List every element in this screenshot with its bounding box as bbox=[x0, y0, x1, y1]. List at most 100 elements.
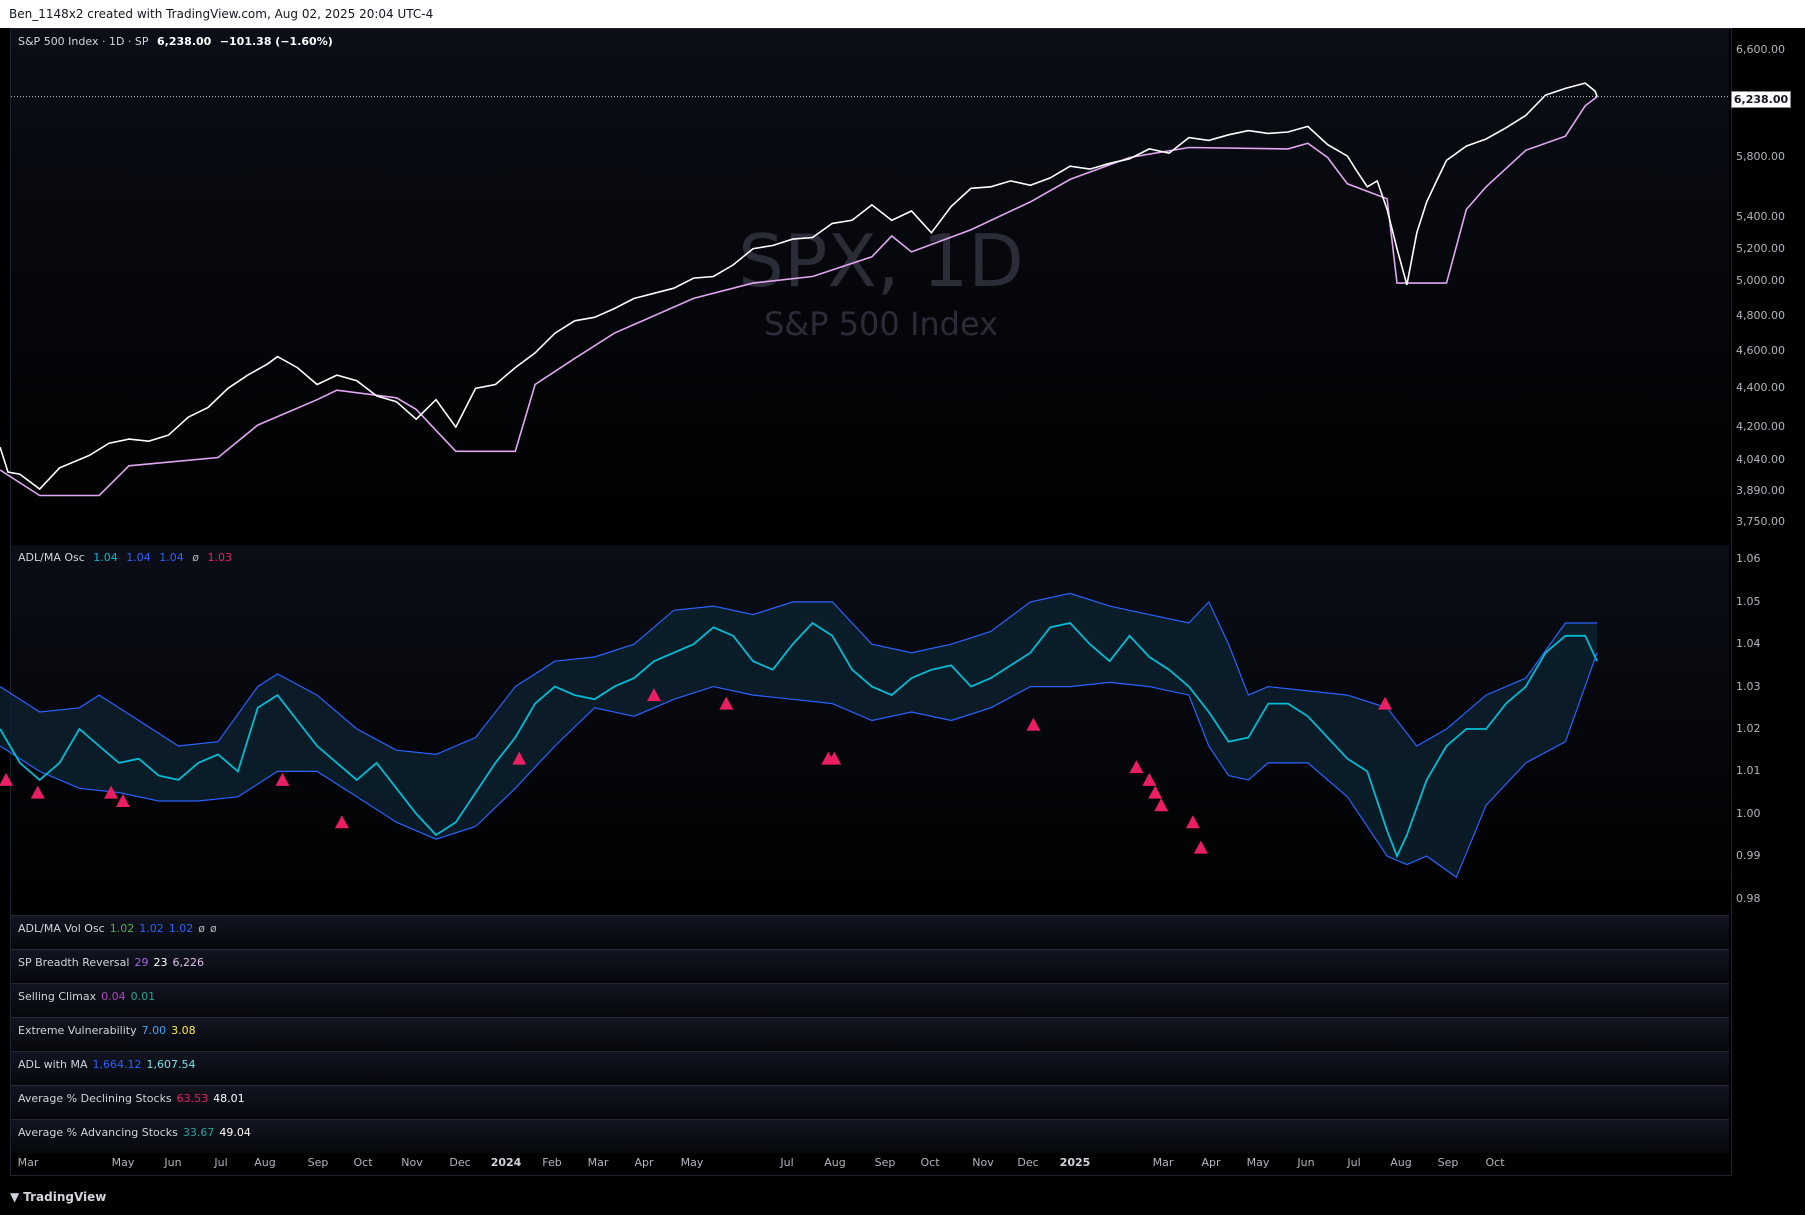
signal-triangle bbox=[1026, 717, 1041, 731]
time-tick-label: Mar bbox=[587, 1156, 609, 1169]
oscillator-tick-label: 1.04 bbox=[1736, 637, 1761, 651]
signal-triangle bbox=[719, 696, 734, 710]
time-tick-label: Jun bbox=[1297, 1156, 1315, 1169]
oscillator-value-1: 1.04 bbox=[93, 551, 118, 564]
signal-triangle bbox=[1148, 785, 1163, 799]
signal-triangle bbox=[275, 772, 290, 786]
time-tick-label: Jul bbox=[1347, 1156, 1361, 1169]
indicator-value: ø bbox=[209, 922, 217, 935]
indicator-legend: ADL with MA 1,664.12 1,607.54 bbox=[18, 1058, 200, 1071]
last-price-tag: 6,238.00 bbox=[1731, 91, 1791, 108]
indicator-value: 1.02 bbox=[139, 922, 164, 935]
time-tick-label: Apr bbox=[1201, 1156, 1221, 1169]
time-tick-label: Dec bbox=[1017, 1156, 1039, 1169]
indicator-value: 63.53 bbox=[176, 1092, 209, 1105]
time-tick-label: Aug bbox=[1390, 1156, 1412, 1169]
price-tick-label: 4,800.00 bbox=[1736, 308, 1785, 322]
time-tick-label: Mar bbox=[17, 1156, 39, 1169]
indicator-legend: ADL/MA Vol Osc 1.02 1.02 1.02 ø ø bbox=[18, 922, 222, 935]
time-tick-label: Sep bbox=[307, 1156, 329, 1169]
time-tick-label: Dec bbox=[449, 1156, 471, 1169]
indicator-row[interactable]: Selling Climax 0.04 0.01 bbox=[11, 983, 1729, 1017]
indicator-value: 33.67 bbox=[182, 1126, 215, 1139]
indicator-value: 1.02 bbox=[168, 922, 194, 935]
indicator-legend: Selling Climax 0.04 0.01 bbox=[18, 990, 160, 1003]
indicator-name: Extreme Vulnerability bbox=[18, 1024, 137, 1037]
indicator-value: 1,607.54 bbox=[146, 1058, 196, 1071]
tradingview-logo[interactable]: ▼ TradingView bbox=[10, 1190, 107, 1204]
price-line bbox=[0, 82, 1598, 491]
oscillator-y-axis[interactable]: 1.06 1.05 1.04 1.03 1.02 1.01 1.00 0.99 0.98 bbox=[1730, 545, 1805, 913]
signal-triangle bbox=[1142, 772, 1157, 786]
oscillator-value-4: ø bbox=[192, 551, 200, 564]
time-tick-label: Nov bbox=[972, 1156, 994, 1169]
trailing-stop-line bbox=[0, 96, 1598, 497]
oscillator-tick-label: 1.00 bbox=[1736, 806, 1761, 820]
indicator-name: Average % Declining Stocks bbox=[18, 1092, 172, 1105]
indicator-value: 3.08 bbox=[171, 1024, 196, 1037]
time-tick-label: May bbox=[1246, 1156, 1270, 1169]
price-pane[interactable]: SPX, 1D S&P 500 Index S&P 500 Index · 1D… bbox=[11, 29, 1729, 543]
time-tick-label: Oct bbox=[353, 1156, 373, 1169]
signal-triangle bbox=[115, 794, 130, 808]
oscillator-tick-label: 0.98 bbox=[1736, 891, 1761, 905]
price-tick-label: 3,750.00 bbox=[1736, 514, 1785, 528]
time-tick-label: Aug bbox=[824, 1156, 846, 1169]
signal-triangle bbox=[646, 688, 661, 702]
time-tick-label: 2024 bbox=[490, 1156, 522, 1169]
indicator-row[interactable]: Average % Declining Stocks 63.53 48.01 bbox=[11, 1085, 1729, 1119]
lower-band-line bbox=[0, 652, 1598, 879]
time-tick-label: Sep bbox=[874, 1156, 896, 1169]
oscillator-tick-label: 1.01 bbox=[1736, 764, 1761, 778]
indicator-name: ADL/MA Vol Osc bbox=[18, 922, 105, 935]
price-legend[interactable]: S&P 500 Index · 1D · SP 6,238.00 −101.38… bbox=[18, 35, 338, 48]
oscillator-tick-label: 1.05 bbox=[1736, 594, 1761, 608]
time-tick-label: Jun bbox=[164, 1156, 182, 1169]
price-tick-label: 4,200.00 bbox=[1736, 420, 1785, 434]
chart-frame bbox=[10, 28, 1732, 1176]
indicator-legend: Average % Declining Stocks 63.53 48.01 bbox=[18, 1092, 250, 1105]
time-tick-label: Apr bbox=[634, 1156, 654, 1169]
time-tick-label: 2025 bbox=[1059, 1156, 1091, 1169]
price-tick-label: 3,890.00 bbox=[1736, 484, 1785, 498]
indicator-value: 1,664.12 bbox=[92, 1058, 142, 1071]
price-y-axis[interactable]: 6,600.00 5,800.00 5,400.00 5,200.00 5,000.00… bbox=[1730, 29, 1805, 543]
price-tick-label: 5,400.00 bbox=[1736, 210, 1785, 224]
indicator-name: ADL with MA bbox=[18, 1058, 88, 1071]
signal-triangle bbox=[1129, 760, 1144, 774]
indicator-name: SP Breadth Reversal bbox=[18, 956, 130, 969]
time-tick-label: Feb bbox=[542, 1156, 562, 1169]
oscillator-legend[interactable]: ADL/MA Osc 1.04 1.04 1.04 ø 1.03 bbox=[18, 551, 237, 564]
signal-triangle bbox=[334, 815, 349, 829]
oscillator-tick-label: 1.03 bbox=[1736, 679, 1761, 693]
indicator-value: 29 bbox=[134, 956, 149, 969]
indicator-row[interactable]: Extreme Vulnerability 7.00 3.08 bbox=[11, 1017, 1729, 1051]
indicator-value: 49.04 bbox=[219, 1126, 251, 1139]
time-tick-label: Jul bbox=[780, 1156, 794, 1169]
oscillator-tick-label: 1.06 bbox=[1736, 552, 1761, 566]
oscillator-tick-label: 0.99 bbox=[1736, 849, 1761, 863]
time-tick-label: Aug bbox=[254, 1156, 276, 1169]
time-tick-label: Oct bbox=[920, 1156, 940, 1169]
indicator-name: Selling Climax bbox=[18, 990, 97, 1003]
price-tick-label: 6,600.00 bbox=[1736, 42, 1785, 56]
price-tick-label: 4,400.00 bbox=[1736, 381, 1785, 395]
indicator-value: 6,226 bbox=[172, 956, 204, 969]
signal-triangle bbox=[1154, 798, 1169, 812]
watermark-name: S&P 500 Index bbox=[763, 305, 999, 343]
indicator-row[interactable]: SP Breadth Reversal 29 23 6,226 bbox=[11, 949, 1729, 983]
signal-triangle bbox=[1193, 840, 1208, 854]
indicator-row[interactable]: Average % Advancing Stocks 33.67 49.04 bbox=[11, 1119, 1729, 1153]
price-tick-label: 5,200.00 bbox=[1736, 241, 1785, 255]
indicator-value: 23 bbox=[153, 956, 168, 969]
indicator-legend: Extreme Vulnerability 7.00 3.08 bbox=[18, 1024, 201, 1037]
time-tick-label: Mar bbox=[1152, 1156, 1174, 1169]
signal-triangle bbox=[1378, 696, 1393, 710]
signal-triangle bbox=[1185, 815, 1200, 829]
indicator-row[interactable]: ADL/MA Vol Osc 1.02 1.02 1.02 ø ø bbox=[11, 915, 1729, 949]
time-tick-label: Oct bbox=[1485, 1156, 1505, 1169]
indicator-name: Average % Advancing Stocks bbox=[18, 1126, 178, 1139]
indicator-row[interactable]: ADL with MA 1,664.12 1,607.54 bbox=[11, 1051, 1729, 1085]
time-axis[interactable]: Mar May Jun Jul Aug Sep Oct Nov Dec 2024 Feb Mar Apr… bbox=[11, 1150, 1729, 1172]
